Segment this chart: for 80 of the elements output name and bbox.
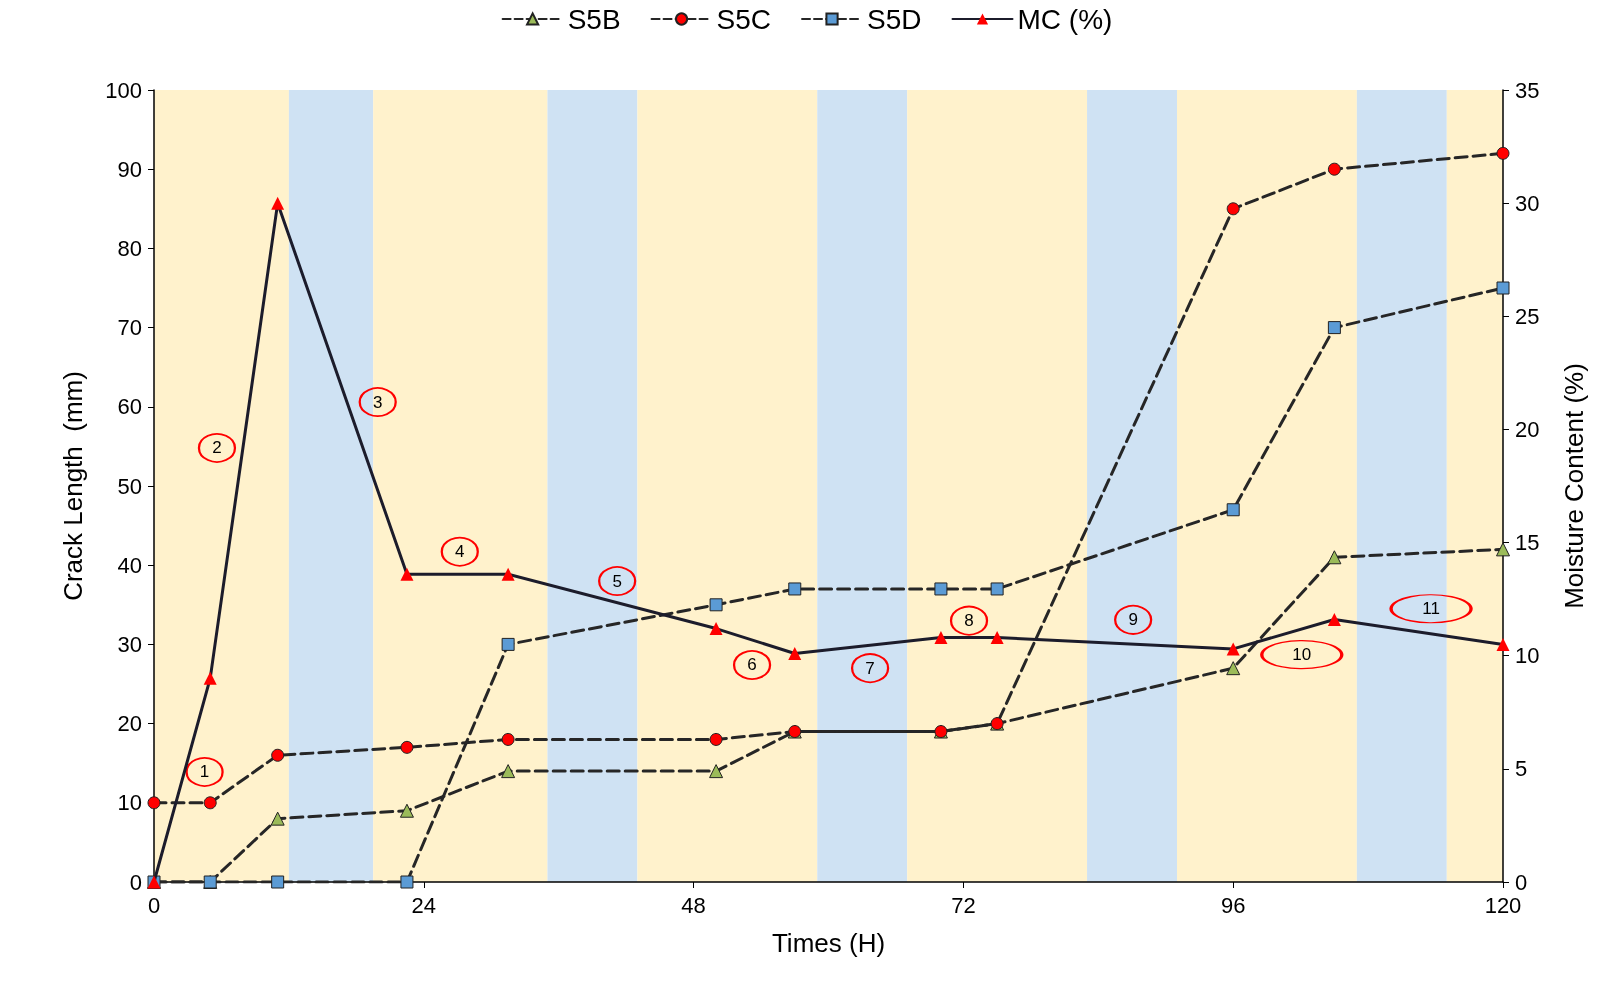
x-tick-label: 48	[681, 892, 706, 918]
y-tick-label: 60	[117, 394, 142, 420]
x-tick-label: 0	[147, 892, 161, 918]
y-tick-label: 100	[105, 77, 142, 103]
x-axis-title: Times (H)	[771, 928, 886, 958]
y-tick-label: 40	[117, 552, 142, 578]
y-tick-label: 30	[117, 631, 142, 657]
legend-label: S5D	[867, 3, 922, 35]
point	[934, 582, 948, 596]
y-axis-title: Crack Length (mm)	[58, 371, 88, 601]
y2-tick-label: 0	[1515, 869, 1528, 895]
point	[400, 875, 414, 889]
y2-tick-label: 25	[1515, 303, 1540, 329]
annotation: 5	[612, 571, 622, 591]
point	[1327, 321, 1341, 335]
point	[400, 567, 414, 581]
point	[934, 631, 948, 645]
point	[400, 740, 414, 754]
y-tick-label: 0	[129, 869, 142, 895]
annotation: 9	[1128, 610, 1138, 630]
point	[788, 582, 802, 596]
y2-tick-label: 5	[1515, 756, 1528, 782]
y-tick-label: 70	[117, 315, 142, 341]
annotation: 1	[199, 762, 210, 782]
y-tick-label: 80	[117, 235, 142, 261]
point	[270, 811, 285, 826]
y-tick-label: 20	[117, 711, 142, 737]
y2-tick-label: 20	[1515, 416, 1540, 442]
point	[271, 748, 285, 762]
x-tick-label: 96	[1220, 892, 1246, 918]
legend-label: S5C	[716, 3, 772, 35]
point	[1496, 146, 1510, 160]
point	[501, 732, 515, 746]
point	[1226, 202, 1240, 216]
point	[501, 764, 516, 779]
x-tick-label: 24	[411, 892, 437, 918]
point	[1327, 162, 1341, 176]
point	[990, 582, 1004, 596]
point	[1327, 550, 1342, 565]
y-tick-label: 10	[117, 790, 142, 816]
annotation: 3	[372, 392, 383, 412]
legend-label: MC (%)	[1017, 3, 1113, 35]
y2-axis-title: Moisture Content (%)	[1559, 363, 1589, 609]
point	[709, 598, 723, 612]
annotation: 7	[865, 658, 875, 678]
point	[399, 803, 414, 818]
y-tick-label: 50	[117, 473, 142, 499]
point	[990, 631, 1004, 645]
point	[1226, 503, 1240, 517]
annotation: 6	[747, 655, 757, 675]
point	[147, 796, 161, 810]
annotation: 2	[212, 438, 222, 458]
point	[788, 646, 802, 660]
point	[1496, 637, 1510, 651]
point	[709, 622, 723, 636]
point	[1226, 642, 1240, 656]
annotation: 4	[455, 542, 465, 562]
point	[501, 567, 515, 581]
point	[709, 732, 723, 746]
point	[271, 196, 285, 210]
point	[203, 796, 217, 810]
y-tick-label: 90	[117, 156, 142, 182]
x-tick-label: 72	[951, 892, 976, 918]
point	[1226, 661, 1241, 676]
legend-label: S5B	[567, 3, 621, 35]
x-tick-label: 120	[1484, 892, 1522, 918]
point	[1496, 281, 1510, 295]
point	[271, 875, 285, 889]
y2-tick-label: 15	[1515, 530, 1540, 556]
y2-tick-label: 30	[1515, 190, 1540, 216]
annotation: 8	[964, 611, 974, 631]
point	[501, 637, 515, 651]
point	[1327, 613, 1341, 627]
annotation: 10	[1292, 645, 1312, 665]
point	[203, 671, 217, 685]
annotation: 11	[1422, 599, 1440, 619]
point	[709, 764, 724, 779]
y2-tick-label: 10	[1515, 643, 1540, 669]
y2-tick-label: 35	[1515, 77, 1540, 103]
point	[1496, 542, 1510, 557]
